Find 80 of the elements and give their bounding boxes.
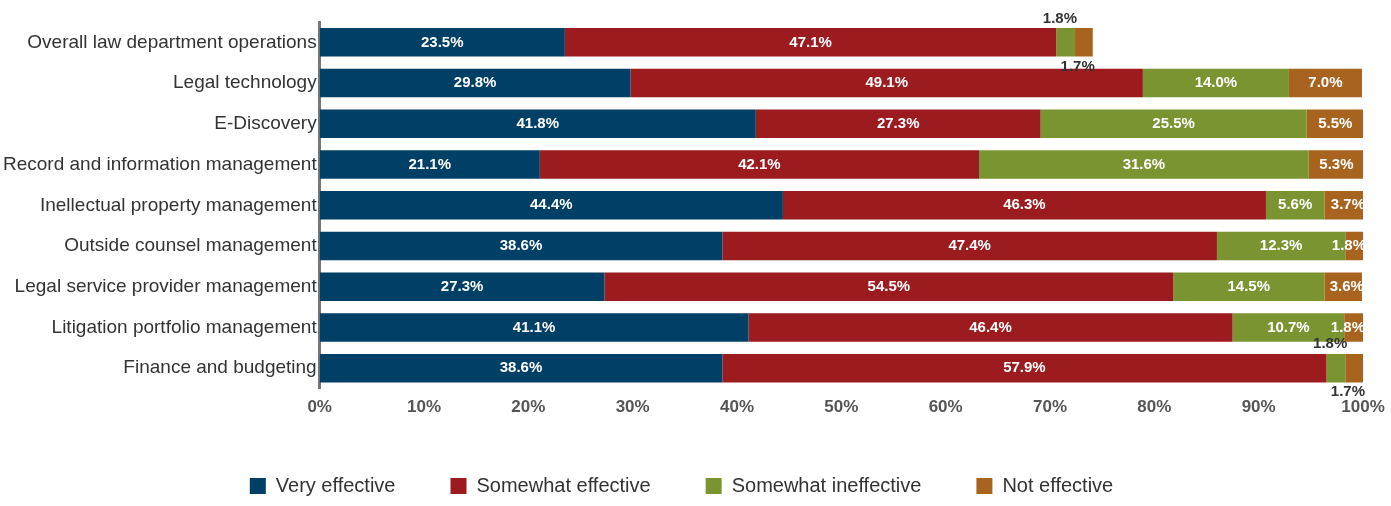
bar (755, 109, 1041, 139)
bar (722, 231, 1217, 261)
data-label: 46.4% (969, 317, 1012, 335)
data-label: 41.1% (512, 317, 556, 335)
x-tick-label: 70% (1032, 397, 1068, 417)
legend-label: Somewhat effective (476, 473, 651, 496)
bar (1075, 28, 1093, 57)
y-tick-label: Overall law department operations (27, 30, 317, 52)
data-label: 7.0% (1308, 73, 1343, 91)
data-label: 31.6% (1122, 154, 1166, 172)
legend-label: Very effective (275, 473, 396, 496)
bar (319, 353, 723, 383)
bar (319, 68, 631, 98)
x-tick-label: 10% (406, 397, 442, 417)
y-tick-label: Legal technology (173, 71, 318, 93)
y-tick-label: Litigation portfolio management (51, 315, 318, 337)
y-tick-label: Outside counsel management (64, 234, 318, 256)
bar (722, 353, 1327, 383)
bar (979, 150, 1309, 179)
data-label: 21.1% (408, 154, 452, 172)
x-tick-label: 40% (719, 397, 755, 417)
data-label: 3.6% (1329, 276, 1364, 294)
data-label: 46.3% (1003, 195, 1046, 213)
bar (748, 313, 1233, 342)
x-tick-label: 90% (1241, 397, 1276, 417)
data-label: 12.3% (1259, 236, 1303, 254)
y-tick-label: E-Discovery (214, 112, 318, 134)
bar (1142, 68, 1289, 98)
bar (782, 191, 1266, 220)
x-tick-label: 100% (1341, 397, 1385, 417)
bar (604, 272, 1174, 302)
data-label: 44.4% (530, 195, 573, 213)
data-label: 14.0% (1194, 73, 1238, 91)
x-tick-label: 60% (928, 397, 963, 417)
bar (319, 313, 749, 342)
bar (1040, 109, 1307, 139)
bar (319, 191, 783, 220)
data-label: 5.5% (1318, 113, 1353, 131)
data-label: 41.8% (516, 113, 559, 131)
data-label: 38.6% (499, 236, 543, 254)
data-label: 47.4% (948, 236, 991, 254)
data-label: 38.6% (499, 358, 543, 376)
x-tick-label: 50% (824, 397, 859, 417)
legend-label: Somewhat ineffective (731, 473, 922, 496)
data-label: 27.3% (440, 276, 484, 294)
legend-label: Not effective (1002, 473, 1114, 496)
x-tick-label: 30% (615, 397, 650, 417)
data-label: 25.5% (1152, 113, 1195, 131)
bar (539, 150, 980, 179)
x-tick-label: 20% (511, 397, 546, 417)
y-tick-label: Legal service provider management (14, 275, 318, 296)
bar (1345, 353, 1363, 383)
y-tick-label: Inellectual property management (39, 193, 318, 215)
y-tick-label: Record and information management (2, 152, 318, 174)
data-label: 5.6% (1278, 195, 1313, 213)
bar (1173, 272, 1325, 302)
bar (319, 272, 605, 302)
data-label: 1.8% (1042, 8, 1078, 26)
bar (319, 109, 756, 139)
data-label: 14.5% (1227, 276, 1271, 294)
data-label: 23.5% (420, 32, 464, 50)
data-label: 29.8% (453, 73, 497, 91)
data-label: 49.1% (865, 73, 908, 91)
bar (1326, 353, 1346, 383)
x-tick-label: 0% (307, 397, 332, 417)
bar (319, 231, 723, 261)
data-label: 27.3% (876, 113, 920, 131)
bar (564, 28, 1057, 57)
data-label: 54.5% (867, 276, 911, 294)
bar (1056, 28, 1076, 57)
bar (319, 150, 540, 179)
data-label: 10.7% (1267, 317, 1310, 335)
x-tick-label: 80% (1137, 397, 1172, 417)
data-label: 5.3% (1319, 154, 1354, 172)
data-label: 57.9% (1003, 358, 1046, 376)
y-tick-label: Finance and budgeting (123, 356, 317, 378)
data-label: 42.1% (738, 154, 781, 172)
data-label: 47.1% (789, 32, 832, 50)
data-label: 1.7% (1330, 382, 1365, 400)
bar (319, 28, 565, 57)
